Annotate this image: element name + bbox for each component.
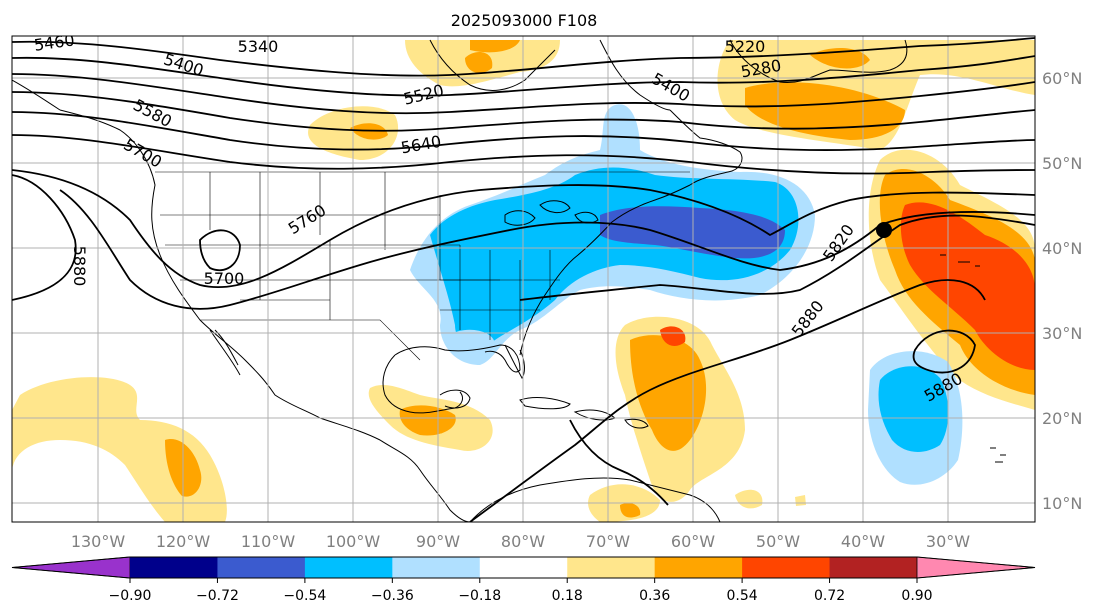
colorbar-tick-label: 0.18 — [552, 588, 583, 604]
colorbar-tick-label: −0.54 — [283, 588, 326, 604]
colorbar-tick-label: −0.90 — [109, 588, 152, 604]
lon-tick-label: 90°W — [416, 532, 460, 551]
colorbar-tick-labels: −0.90 −0.72 −0.54 −0.36 −0.18 0.18 0.36 0.54 0.7… — [109, 578, 933, 604]
latitude-labels: 60°N 50°N 40°N 30°N 20°N 10°N — [1042, 69, 1082, 513]
storm-center-marker — [876, 222, 892, 238]
map-title: 2025093000 F108 — [451, 11, 598, 30]
longitude-labels: 130°W 120°W 110°W 100°W 90°W 80°W 70°W 6… — [71, 532, 970, 551]
colorbar-segment — [304, 557, 393, 578]
colorbar-tick-label: 0.36 — [639, 588, 670, 604]
colorbar-tick-label: 0.90 — [901, 588, 932, 604]
lon-tick-label: 40°W — [841, 532, 885, 551]
lon-tick-label: 130°W — [71, 532, 126, 551]
lat-tick-label: 30°N — [1042, 324, 1082, 343]
lon-tick-label: 120°W — [156, 532, 211, 551]
colorbar-segment — [742, 557, 831, 578]
political-borders — [155, 171, 690, 361]
colorbar-segment — [392, 557, 481, 578]
colorbar — [11, 556, 1036, 579]
contour-label: 5700 — [204, 269, 245, 288]
contour-label: 5880 — [70, 246, 89, 287]
lon-tick-label: 100°W — [326, 532, 381, 551]
map-panel: 5460 5340 5220 5400 5280 5580 5520 5700 … — [12, 30, 1035, 522]
colorbar-segment — [829, 557, 918, 578]
gridlines — [12, 36, 1035, 522]
colorbar-segment — [567, 557, 656, 578]
contour-label: 5460 — [33, 30, 76, 54]
map-frame — [11, 35, 1036, 523]
colorbar-tick-label: 0.54 — [727, 588, 758, 604]
height-contours — [12, 37, 1035, 522]
lon-tick-label: 70°W — [586, 532, 630, 551]
colorbar-extension-high — [916, 556, 1036, 579]
coastlines — [12, 39, 1006, 522]
colorbar-segment — [479, 557, 568, 578]
lat-tick-label: 10°N — [1042, 494, 1082, 513]
colorbar-segment — [217, 557, 306, 578]
colorbar-tick-label: 0.72 — [814, 588, 845, 604]
colorbar-extension-low — [11, 556, 131, 579]
lon-tick-label: 80°W — [501, 532, 545, 551]
colorbar-tick-label: −0.36 — [371, 588, 414, 604]
lat-tick-label: 20°N — [1042, 409, 1082, 428]
contour-label: 5220 — [725, 37, 766, 56]
lon-tick-label: 50°W — [756, 532, 800, 551]
lon-tick-label: 60°W — [671, 532, 715, 551]
colorbar-tick-label: −0.72 — [196, 588, 239, 604]
lat-tick-label: 40°N — [1042, 239, 1082, 258]
colorbar-segment — [654, 557, 743, 578]
lat-tick-label: 60°N — [1042, 69, 1082, 88]
contour-label: 5340 — [238, 37, 279, 56]
colorbar-tick-label: −0.18 — [458, 588, 501, 604]
colorbar-segment — [130, 557, 218, 578]
lon-tick-label: 110°W — [241, 532, 296, 551]
lat-tick-label: 50°N — [1042, 154, 1082, 173]
lon-tick-label: 30°W — [926, 532, 970, 551]
